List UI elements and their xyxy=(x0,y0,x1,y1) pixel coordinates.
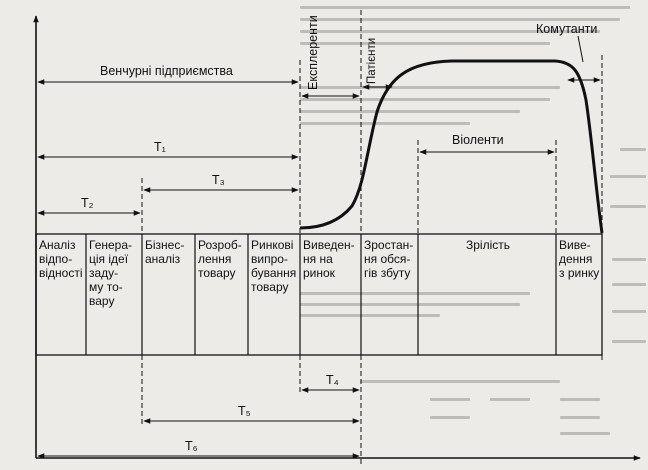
t6-label: T₆ xyxy=(185,439,198,453)
stage-withdrawal: Виве- дення з ринку xyxy=(559,238,600,280)
t5-label: T₅ xyxy=(238,404,251,418)
t3-label: T₃ xyxy=(212,173,225,187)
stage-strip xyxy=(35,233,603,356)
commutants-label: Комутанти xyxy=(536,22,598,36)
explerents-label: Експлеренти xyxy=(306,15,320,90)
stage-introduction: Виведен- ня на ринок xyxy=(303,238,355,280)
patients-label: Патієнти xyxy=(366,37,378,84)
t1-label: T₁ xyxy=(154,140,166,154)
t2-label: T₂ xyxy=(81,196,94,210)
stage-growth: Зростан- ня обся- гів збуту xyxy=(364,238,414,280)
commutants-leader xyxy=(577,35,584,63)
venture-label: Венчурні підприємства xyxy=(100,64,233,78)
stage-idea: Генера- ція ідеї заду- му то- вару xyxy=(89,238,133,308)
lifecycle-curve xyxy=(299,59,604,234)
stage-testing: Ринкові випро- бування товару xyxy=(251,238,297,294)
guide-lines xyxy=(141,10,603,465)
t4-label: T₄ xyxy=(326,373,339,387)
stage-analysis: Аналіз відпо- відності xyxy=(39,238,83,280)
stage-business: Бізнес- аналіз xyxy=(145,238,185,266)
stage-development: Розроб- лення товару xyxy=(198,238,242,280)
stage-maturity: Зрілість xyxy=(466,238,511,252)
violents-label: Віоленти xyxy=(452,133,504,147)
